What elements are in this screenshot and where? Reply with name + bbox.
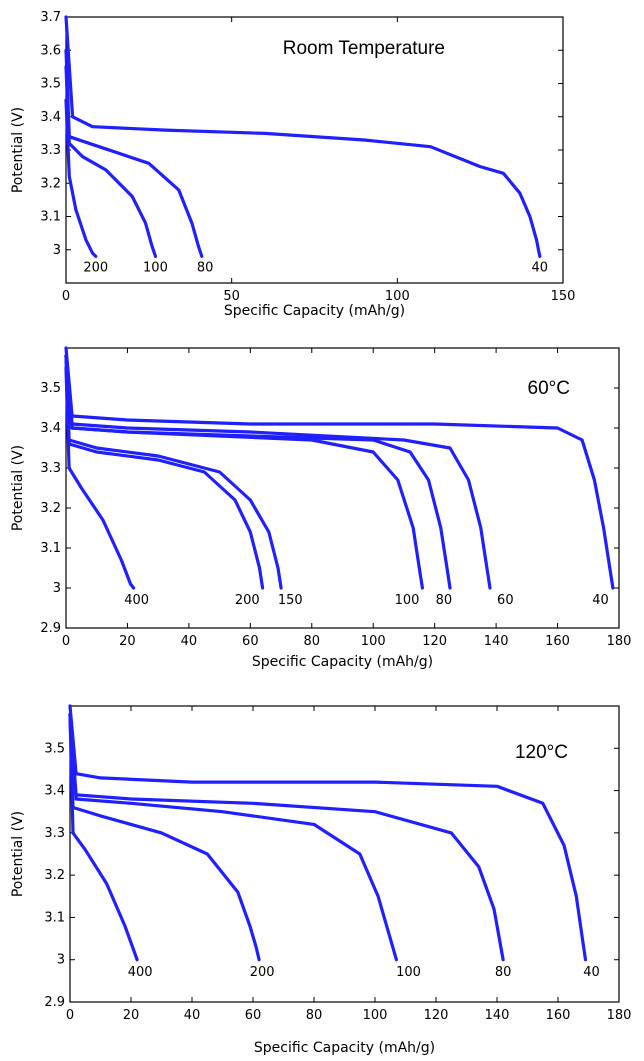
curve-label-200: 200: [235, 593, 260, 608]
x-tick-label: 100: [363, 1008, 388, 1023]
y-tick-label: 3.3: [44, 826, 65, 841]
panel-title: Room Temperature: [283, 38, 445, 59]
y-tick-label: 3.4: [40, 421, 61, 436]
x-tick-label: 40: [184, 1008, 201, 1023]
curve-label-80: 80: [436, 593, 453, 608]
panel-title: 120°C: [515, 742, 568, 763]
y-tick-label: 3.1: [40, 541, 61, 556]
chart-panel-3: 0 20 40 60 80 100 120 140 160 180 2.9 3 3.1 3.2 3.3 3.4…: [10, 704, 632, 1056]
x-tick-label: 150: [551, 289, 576, 304]
curve-rate-200: [64, 354, 265, 590]
x-tick-label: 0: [62, 289, 70, 304]
x-tick-label: 100: [361, 634, 386, 649]
curve-rate-40: [68, 704, 588, 962]
chart-panel-2: 0 20 40 60 80 100 120 140 160 180 2.9 3 3.1 3.2 3.3 3.4…: [10, 346, 632, 670]
curve-label-200: 200: [250, 965, 275, 980]
x-tick-label: 160: [546, 1008, 571, 1023]
y-tick-label: 3.2: [44, 868, 65, 883]
y-axis-label: Potential (V): [10, 107, 26, 193]
curve-rate-150: [64, 354, 283, 590]
y-tick-label: 3.3: [40, 461, 61, 476]
curve-rate-40: [64, 15, 542, 258]
y-tick-label: 2.9: [40, 621, 61, 636]
y-tick-label: 3.1: [44, 910, 65, 925]
curve-label-40: 40: [592, 593, 609, 608]
y-tick-label: 3.2: [40, 176, 61, 191]
y-tick-label: 3.4: [40, 110, 61, 125]
curve-rate-100: [68, 712, 398, 962]
curve-label-100: 100: [396, 965, 421, 980]
x-tick-label: 80: [306, 1008, 323, 1023]
x-tick-label: 60: [245, 1008, 262, 1023]
curve-rate-400: [68, 712, 139, 962]
y-tick-label: 3.3: [40, 143, 61, 158]
x-tick-label: 0: [62, 634, 70, 649]
x-tick-label: 160: [545, 634, 570, 649]
curve-label-80: 80: [197, 261, 214, 276]
curve-rate-80: [64, 48, 204, 258]
y-tick-label: 3.2: [40, 501, 61, 516]
curve-label-150: 150: [278, 593, 303, 608]
chart-panel-1: 0 50 100 150 3 3.1 3.2 3.3 3.4 3.5 3.6 3.7 Specific …: [10, 10, 575, 319]
x-tick-label: 120: [424, 1008, 449, 1023]
curve-rate-400: [64, 366, 136, 590]
curve-label-200: 200: [83, 261, 108, 276]
x-tick-label: 50: [223, 289, 240, 304]
x-tick-label: 20: [119, 634, 136, 649]
curve-rate-100: [64, 65, 158, 258]
curve-rate-200: [68, 712, 261, 962]
x-tick-label: 140: [484, 634, 509, 649]
x-axis-label: Specific Capacity (mAh/g): [254, 1040, 435, 1056]
curve-label-100: 100: [395, 593, 420, 608]
x-axis-label: Specific Capacity (mAh/g): [224, 303, 405, 319]
y-tick-label: 3.5: [40, 381, 61, 396]
x-tick-label: 180: [607, 1008, 632, 1023]
plot-frame: [65, 347, 620, 629]
y-tick-label: 3.1: [40, 210, 61, 225]
plot-frame: [69, 705, 620, 1003]
y-tick-label: 2.9: [44, 995, 65, 1010]
panel-title: 60°C: [528, 378, 570, 399]
y-tick-label: 3: [53, 243, 61, 258]
y-tick-label: 3.7: [40, 10, 61, 25]
y-tick-label: 3: [57, 953, 65, 968]
curve-label-400: 400: [124, 593, 149, 608]
y-tick-label: 3.4: [44, 784, 65, 799]
curve-rate-200: [64, 98, 98, 258]
curve-label-60: 60: [497, 593, 514, 608]
y-tick-label: 3.5: [40, 77, 61, 92]
curve-rate-40: [64, 346, 615, 590]
curve-label-40: 40: [532, 261, 549, 276]
y-axis-label: Potential (V): [10, 811, 26, 897]
y-tick-label: 3.6: [40, 43, 61, 58]
x-tick-label: 100: [385, 289, 410, 304]
curve-rate-60: [64, 354, 492, 590]
y-tick-label: 3.5: [44, 741, 65, 756]
x-tick-label: 0: [66, 1008, 74, 1023]
x-tick-label: 60: [242, 634, 259, 649]
x-tick-label: 140: [485, 1008, 510, 1023]
curve-label-400: 400: [128, 965, 153, 980]
x-tick-label: 180: [607, 634, 632, 649]
curve-rate-80: [64, 354, 452, 590]
curve-label-40: 40: [583, 965, 600, 980]
y-axis-label: Potential (V): [10, 445, 26, 531]
curve-rate-80: [68, 712, 505, 962]
x-tick-label: 40: [181, 634, 198, 649]
y-tick-label: 3: [53, 581, 61, 596]
curve-label-100: 100: [143, 261, 168, 276]
x-axis-label: Specific Capacity (mAh/g): [252, 654, 433, 670]
x-tick-label: 80: [304, 634, 321, 649]
x-tick-label: 20: [123, 1008, 140, 1023]
x-tick-label: 120: [422, 634, 447, 649]
curve-label-80: 80: [495, 965, 512, 980]
